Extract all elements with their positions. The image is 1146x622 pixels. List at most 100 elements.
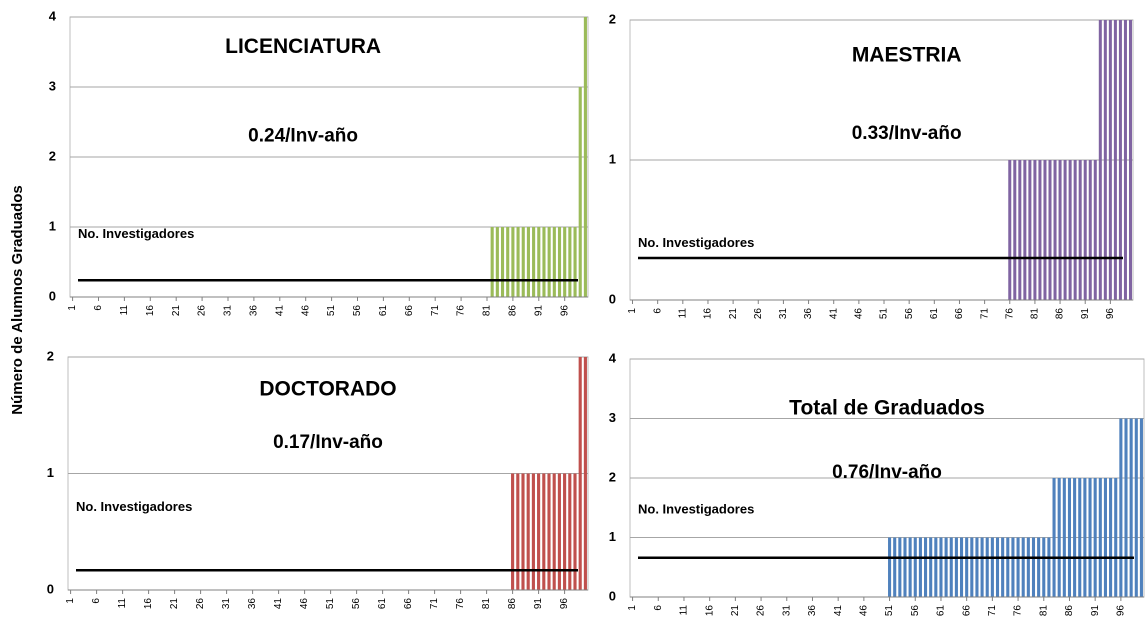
y-tick-label: 1 [609,529,616,544]
bar [1001,537,1005,597]
chart-title: MAESTRIA [852,44,962,67]
bar [954,537,958,597]
bar [1011,537,1015,597]
bar [1119,418,1123,597]
x-tick-label: 56 [352,305,363,317]
x-tick-label: 26 [197,305,208,317]
x-tick-label: 26 [756,605,767,617]
x-tick-label: 1 [627,308,638,314]
bar [1128,20,1132,300]
bar [532,227,536,297]
bar [975,537,979,597]
bar [1083,160,1087,300]
bar [1068,160,1072,300]
x-tick-label: 86 [1055,308,1066,320]
bar [506,227,510,297]
x-tick-label: 41 [833,605,844,617]
x-tick-label: 76 [1013,605,1024,617]
bar [1067,478,1072,597]
x-tick-label: 61 [377,598,388,610]
x-tick-label: 91 [1090,605,1101,617]
bar [944,537,948,597]
x-tick-label: 31 [221,598,232,610]
reference-label: No. Investigadores [638,235,754,250]
bar [1062,478,1066,597]
bar [1118,20,1122,300]
bar [949,537,953,597]
bar [547,227,551,297]
bar [578,87,582,297]
bar [965,537,969,597]
reference-label: No. Investigadores [638,502,754,517]
y-tick-label: 0 [609,291,616,306]
x-tick-label: 81 [1030,308,1041,320]
x-tick-label: 81 [1038,605,1049,617]
x-tick-label: 36 [807,605,818,617]
x-tick-label: 21 [171,305,182,317]
x-tick-label: 46 [859,605,870,617]
bar [1088,160,1092,300]
y-tick-label: 3 [49,78,56,93]
x-tick-label: 66 [404,305,415,317]
bar [1098,478,1102,597]
bar [563,227,567,297]
bar [918,537,922,597]
bar [500,227,505,297]
x-tick-label: 96 [559,305,570,317]
x-tick-label: 16 [143,598,154,610]
rate-annotation: 0.24/Inv-año [248,126,358,147]
bar [898,537,902,597]
x-tick-label: 21 [728,308,739,320]
y-tick-label: 2 [47,348,54,363]
bar [1103,478,1107,597]
bar [1078,160,1082,300]
bar [1129,418,1133,597]
x-tick-label: 46 [299,598,310,610]
y-axis-label: Número de Alumnos Graduados [9,185,26,414]
x-tick-label: 76 [456,305,467,317]
chart-title: LICENCIATURA [225,35,381,58]
bar [583,357,587,590]
y-tick-label: 4 [49,8,57,23]
bar [924,537,928,597]
x-tick-label: 51 [325,598,336,610]
bar [516,473,520,590]
bar [1016,537,1020,597]
x-tick-label: 26 [753,308,764,320]
x-tick-label: 6 [652,308,663,314]
bar [1028,160,1032,300]
bar [995,537,1000,597]
bar [939,537,943,597]
x-tick-label: 6 [93,305,104,311]
bar [929,537,933,597]
bar [970,537,974,597]
x-tick-label: 26 [195,598,206,610]
bar [1098,20,1102,300]
x-tick-label: 86 [1064,605,1075,617]
bar [573,227,577,297]
y-tick-label: 1 [609,151,616,166]
bar [490,227,494,297]
rate-annotation: 0.76/Inv-año [832,462,942,483]
y-tick-label: 3 [609,410,616,425]
bar [542,227,546,297]
bar [511,473,515,590]
bar [1083,478,1087,597]
y-tick-label: 0 [49,288,56,303]
x-tick-label: 31 [223,305,234,317]
x-tick-label: 21 [169,598,180,610]
bar [563,473,567,590]
x-tick-label: 96 [1116,605,1127,617]
bar [583,17,587,297]
bar [1037,537,1041,597]
bar [1021,537,1025,597]
bar [531,473,535,590]
x-tick-label: 11 [117,598,128,609]
x-tick-label: 11 [119,305,130,316]
x-tick-label: 46 [300,305,311,317]
y-tick-label: 4 [609,350,617,365]
bar [521,473,525,590]
x-tick-label: 61 [936,605,947,617]
bar [1113,20,1117,300]
x-tick-label: 6 [653,605,664,611]
